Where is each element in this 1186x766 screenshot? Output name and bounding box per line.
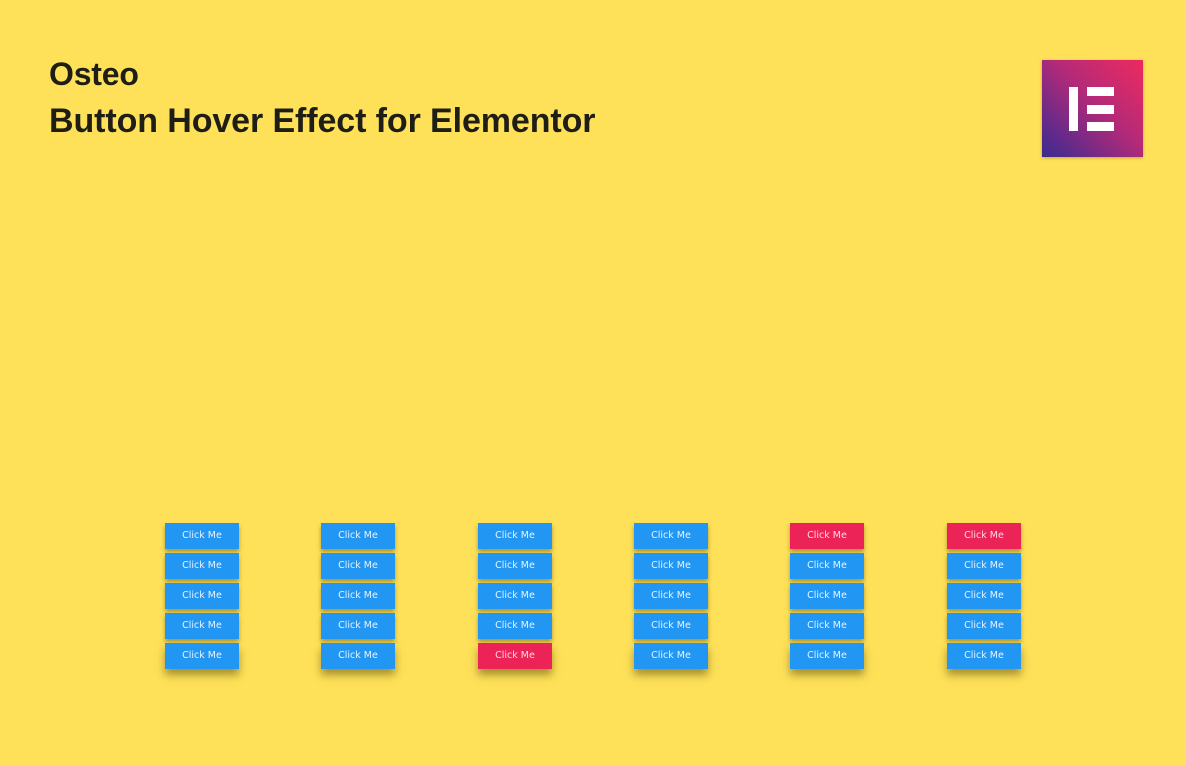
click-me-button[interactable]: Click Me	[321, 523, 395, 549]
click-me-button-hovered[interactable]: Click Me	[947, 523, 1021, 549]
logo-horizontal-bar	[1087, 104, 1114, 114]
click-me-button[interactable]: Click Me	[634, 523, 708, 549]
click-me-button[interactable]: Click Me	[634, 583, 708, 609]
click-me-button[interactable]: Click Me	[165, 613, 239, 639]
page-title: Osteo Button Hover Effect for Elementor	[49, 54, 596, 146]
title-product-name: Osteo	[49, 56, 139, 92]
click-me-button[interactable]: Click Me	[634, 553, 708, 579]
click-me-button[interactable]: Click Me	[165, 643, 239, 669]
click-me-button[interactable]: Click Me	[321, 553, 395, 579]
click-me-button-hovered[interactable]: Click Me	[478, 643, 552, 669]
button-column-3: Click Me Click Me Click Me Click Me Clic…	[478, 523, 552, 673]
click-me-button[interactable]: Click Me	[947, 613, 1021, 639]
click-me-button[interactable]: Click Me	[321, 643, 395, 669]
button-column-6: Click Me Click Me Click Me Click Me Clic…	[947, 523, 1021, 673]
click-me-button[interactable]: Click Me	[947, 583, 1021, 609]
click-me-button[interactable]: Click Me	[634, 643, 708, 669]
logo-horizontal-bar	[1087, 122, 1114, 131]
click-me-button[interactable]: Click Me	[790, 583, 864, 609]
click-me-button[interactable]: Click Me	[790, 553, 864, 579]
click-me-button[interactable]: Click Me	[947, 643, 1021, 669]
click-me-button[interactable]: Click Me	[165, 523, 239, 549]
click-me-button[interactable]: Click Me	[790, 643, 864, 669]
click-me-button[interactable]: Click Me	[478, 613, 552, 639]
click-me-button[interactable]: Click Me	[947, 553, 1021, 579]
button-column-4: Click Me Click Me Click Me Click Me Clic…	[634, 523, 708, 673]
click-me-button[interactable]: Click Me	[165, 553, 239, 579]
click-me-button[interactable]: Click Me	[321, 613, 395, 639]
click-me-button[interactable]: Click Me	[478, 583, 552, 609]
logo-vertical-bar	[1069, 87, 1078, 131]
button-column-5: Click Me Click Me Click Me Click Me Clic…	[790, 523, 864, 673]
title-subtitle: Button Hover Effect for Elementor	[49, 102, 596, 140]
click-me-button-hovered[interactable]: Click Me	[790, 523, 864, 549]
click-me-button[interactable]: Click Me	[165, 583, 239, 609]
logo-horizontal-bar	[1087, 87, 1114, 96]
button-column-2: Click Me Click Me Click Me Click Me Clic…	[321, 523, 395, 673]
click-me-button[interactable]: Click Me	[790, 613, 864, 639]
click-me-button[interactable]: Click Me	[321, 583, 395, 609]
click-me-button[interactable]: Click Me	[478, 523, 552, 549]
click-me-button[interactable]: Click Me	[478, 553, 552, 579]
click-me-button[interactable]: Click Me	[634, 613, 708, 639]
button-column-1: Click Me Click Me Click Me Click Me Clic…	[165, 523, 239, 673]
elementor-logo-icon	[1042, 60, 1143, 157]
